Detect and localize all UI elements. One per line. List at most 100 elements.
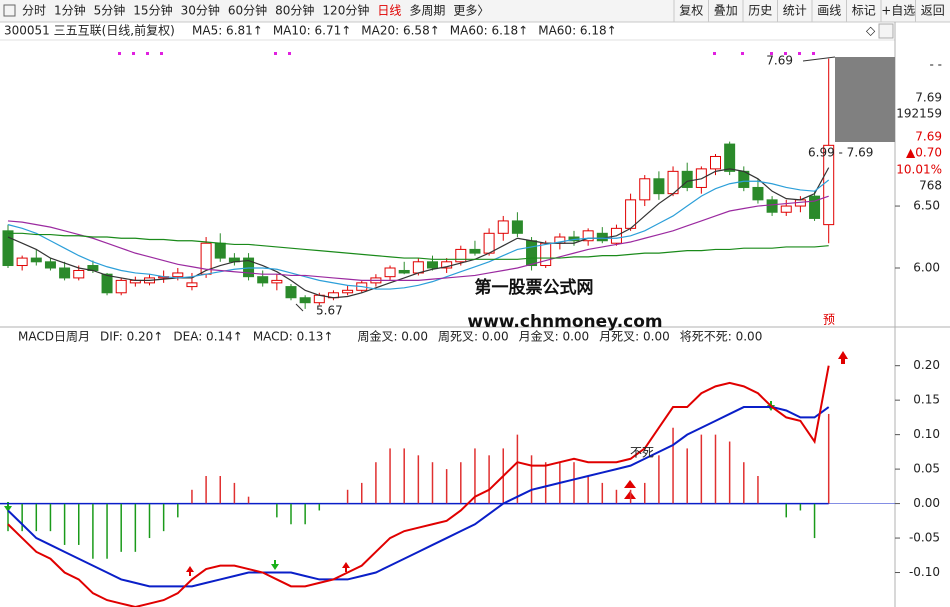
ma-line (7, 179, 830, 290)
period-tab[interactable]: 分时 (22, 4, 46, 18)
period-tab[interactable]: 30分钟 (181, 3, 220, 18)
candle-body (596, 232, 608, 242)
legend-item: 周死叉: 0.00 (438, 330, 509, 344)
period-tab[interactable]: 日线 (377, 4, 401, 18)
y-tick-label: -0.05 (909, 531, 940, 545)
period-tab[interactable]: 5分钟 (94, 3, 126, 18)
candle-body (342, 289, 354, 294)
candle-body (59, 267, 71, 279)
legend-item: 将死不死: 0.00 (680, 330, 763, 344)
callout-line (295, 303, 304, 312)
legend-item: MA60: 6.18↑ (538, 24, 616, 38)
toolbar-button[interactable]: 复权 (679, 4, 703, 18)
annotation: 不死 (630, 446, 654, 460)
candle-body (16, 257, 28, 267)
period-tab[interactable]: 1分钟 (54, 3, 86, 18)
candle-body (455, 248, 467, 263)
callout-line (802, 56, 836, 62)
period-tab[interactable]: 120分钟 (322, 3, 369, 18)
legend-item: MACD: 0.13↑ (253, 330, 334, 344)
candle-body (172, 272, 184, 278)
ma-line (7, 167, 830, 299)
period-tab[interactable]: 15分钟 (133, 3, 172, 18)
signal-dots (118, 52, 815, 55)
candle-body (299, 297, 311, 304)
period-tab[interactable]: 60分钟 (228, 3, 267, 18)
candle-body (780, 205, 792, 213)
toolbar-button[interactable]: 历史 (748, 4, 772, 18)
candle-body (710, 155, 721, 170)
y-tick-label: 0.10 (913, 427, 940, 441)
y-tick-label: 6.00 (913, 261, 940, 275)
quote-value: 7.69 (915, 91, 942, 105)
legend-item: MA10: 6.71↑ (273, 24, 351, 38)
toolbar-button[interactable]: 标记 (852, 4, 876, 18)
legend-item: MA20: 6.58↑ (361, 24, 439, 38)
legend-item: MA60: 6.18↑ (450, 24, 528, 38)
scroll-button[interactable] (878, 23, 894, 39)
toggle-icon[interactable]: ◇ (866, 24, 876, 38)
quote-value: 7.69 (915, 130, 942, 144)
toolbar-button[interactable]: +自选 (881, 4, 915, 18)
limit-block (835, 57, 895, 142)
quote-value: 10.01% (896, 163, 942, 177)
menu-icon[interactable] (3, 4, 16, 17)
candle-body (540, 242, 552, 267)
y-tick-label: 0.05 (913, 462, 940, 476)
legend-item: 月金叉: 0.00 (519, 329, 590, 344)
candle-body (809, 195, 821, 219)
period-tab[interactable]: 多周期 (409, 4, 445, 18)
toolbar-button[interactable]: 画线 (817, 4, 841, 18)
annotation: 预 (823, 313, 835, 327)
candle-body (115, 279, 127, 294)
candle-body (823, 144, 835, 226)
annotation: 7.69 (766, 54, 793, 68)
toolbar-button[interactable]: 叠加 (714, 4, 738, 18)
candle-body (497, 220, 509, 234)
candle-body (285, 286, 297, 299)
candle-body (526, 240, 538, 267)
candle-body (101, 273, 113, 294)
annotation: www.chnmoney.com (467, 312, 662, 332)
candle-body (2, 230, 14, 267)
quote-value: ▲0.70 (906, 146, 942, 160)
legend-item: DEA: 0.14↑ (173, 330, 242, 344)
candle-body (73, 269, 85, 279)
legend-item: 周金叉: 0.00 (357, 329, 428, 344)
dea-line (7, 406, 830, 588)
annotation: 5.67 (316, 304, 343, 318)
quote-value: 768 (919, 179, 942, 193)
y-tick-label: 6.50 (913, 199, 940, 213)
candle-body (44, 261, 56, 269)
candle-body (30, 257, 42, 263)
chart-title: MACD日周月 (18, 330, 90, 344)
candle-body (427, 261, 438, 269)
chart-title: 300051 三五互联(日线,前复权) (4, 23, 175, 38)
candle-body (653, 178, 665, 195)
candle-body (639, 178, 651, 201)
toolbar-button[interactable]: 统计 (783, 4, 807, 18)
candle-body (752, 186, 764, 201)
candle-body (214, 242, 226, 259)
period-tab[interactable]: 更多〉 (453, 4, 489, 18)
quote-value: 192159 (896, 107, 942, 121)
ma-line (8, 232, 829, 260)
candle-body (625, 199, 637, 229)
annotation: 第一股票公式网 (475, 277, 594, 298)
period-tab[interactable]: 80分钟 (275, 3, 314, 18)
candle-body (469, 248, 481, 254)
y-tick-label: 0.00 (913, 496, 940, 510)
candle-body (398, 269, 410, 274)
legend-item: MA5: 6.81↑ (192, 24, 263, 38)
legend-item: DIF: 0.20↑ (100, 330, 163, 344)
quote-value: - - (930, 58, 942, 72)
ma-line (7, 195, 829, 281)
candle-body (483, 232, 495, 254)
dif-line (7, 365, 830, 607)
toolbar-button[interactable]: 返回 (921, 4, 945, 18)
candle-body (511, 220, 523, 234)
candle-body (766, 199, 778, 213)
candle-body (681, 170, 693, 188)
candle-body (582, 230, 594, 242)
